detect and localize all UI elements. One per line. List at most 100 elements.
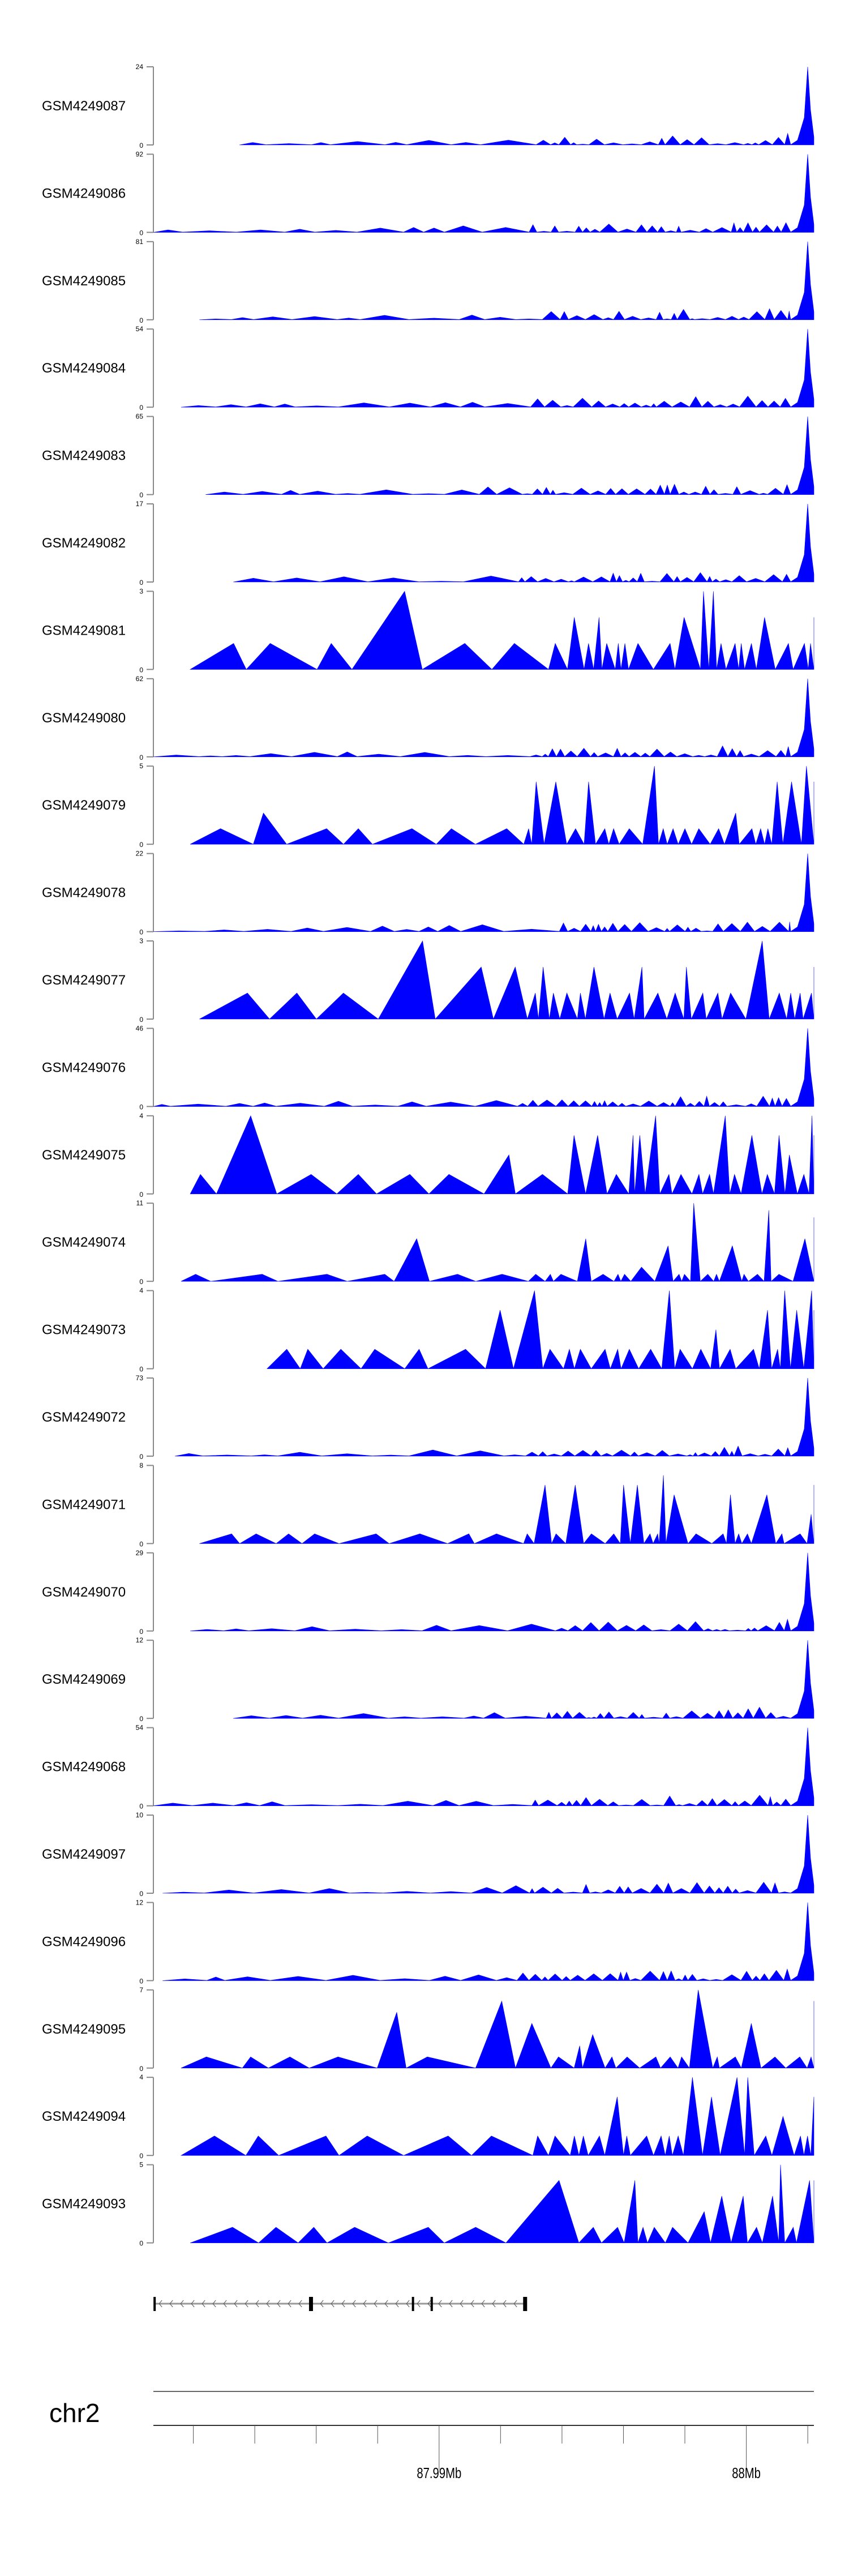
y-tick-label-max: 5	[139, 762, 143, 770]
strand-arrow-icon	[427, 2300, 431, 2308]
strand-arrow-icon	[320, 2300, 324, 2308]
y-tick-label-min: 0	[139, 1628, 143, 1636]
strand-arrow-icon	[406, 2300, 410, 2308]
y-tick-label-max: 4	[139, 1112, 143, 1120]
y-tick-label-max: 54	[136, 325, 144, 333]
signal-area-GSM4249072	[174, 1377, 814, 1457]
strand-arrow-icon	[352, 2300, 356, 2308]
y-tick-label-max: 4	[139, 1287, 143, 1295]
signal-area-GSM4249095	[181, 1989, 814, 2069]
y-tick-label-min: 0	[139, 1103, 143, 1111]
genome-axis-label: 88Mb	[732, 2465, 761, 2481]
y-tick-label-max: 5	[139, 2161, 143, 2169]
strand-arrow-icon	[169, 2300, 173, 2308]
signal-area-GSM4249096	[162, 1902, 814, 1981]
strand-arrow-icon	[180, 2300, 184, 2308]
y-tick-label-min: 0	[139, 1453, 143, 1461]
y-tick-label-min: 0	[139, 404, 143, 412]
track-label: GSM4249082	[42, 536, 126, 551]
track-label: GSM4249069	[42, 1672, 126, 1687]
signal-area-GSM4249086	[153, 154, 814, 233]
y-tick-label-min: 0	[139, 1890, 143, 1898]
y-tick-label-min: 0	[139, 928, 143, 936]
y-tick-label-min: 0	[139, 1016, 143, 1024]
strand-arrow-icon	[255, 2300, 259, 2308]
y-tick-label-max: 24	[136, 63, 144, 71]
y-tick-label-min: 0	[139, 841, 143, 849]
y-tick-label-max: 29	[136, 1549, 144, 1557]
track-label: GSM4249086	[42, 186, 126, 201]
track-label: GSM4249075	[42, 1148, 126, 1163]
track-label: GSM4249070	[42, 1585, 126, 1600]
track-label: GSM4249079	[42, 798, 126, 813]
y-tick-label-max: 12	[136, 1636, 144, 1644]
track-label: GSM4249081	[42, 623, 126, 638]
signal-area-GSM4249076	[153, 1028, 814, 1107]
y-tick-label-max: 8	[139, 1461, 143, 1469]
strand-arrow-icon	[266, 2300, 270, 2308]
track-label: GSM4249080	[42, 711, 126, 726]
y-tick-label-max: 3	[139, 937, 143, 945]
y-tick-label-min: 0	[139, 1977, 143, 1985]
track-label: GSM4249076	[42, 1060, 126, 1075]
gene-exon	[523, 2297, 528, 2311]
y-tick-label-min: 0	[139, 1191, 143, 1199]
y-tick-label-max: 73	[136, 1374, 144, 1382]
strand-arrow-icon	[234, 2300, 238, 2308]
genome-axis-label: 87.99Mb	[417, 2465, 461, 2481]
y-tick-label-min: 0	[139, 2152, 143, 2160]
y-tick-label-max: 54	[136, 1724, 144, 1732]
y-tick-label-min: 0	[139, 229, 143, 237]
strand-arrow-icon	[277, 2300, 281, 2308]
y-tick-label-min: 0	[139, 754, 143, 761]
y-tick-label-max: 62	[136, 675, 144, 683]
strand-arrow-icon	[341, 2300, 345, 2308]
gene-exon	[430, 2297, 433, 2311]
track-label: GSM4249071	[42, 1497, 126, 1512]
signal-area-GSM4249097	[162, 1815, 814, 1894]
track-label: GSM4249083	[42, 448, 126, 464]
signal-area-GSM4249087	[239, 66, 814, 146]
strand-arrow-icon	[158, 2300, 162, 2308]
track-label: GSM4249093	[42, 2197, 126, 2212]
track-label: GSM4249084	[42, 361, 126, 376]
y-tick-label-min: 0	[139, 142, 143, 149]
track-label: GSM4249096	[42, 1934, 126, 1949]
signal-area-GSM4249074	[181, 1203, 814, 1282]
signal-area-GSM4249093	[190, 2164, 814, 2244]
strand-arrow-icon	[288, 2300, 291, 2308]
strand-arrow-icon	[438, 2300, 442, 2308]
strand-arrow-icon	[331, 2300, 335, 2308]
y-tick-label-max: 17	[136, 500, 144, 508]
strand-arrow-icon	[223, 2300, 227, 2308]
y-tick-label-min: 0	[139, 2065, 143, 2073]
strand-arrow-icon	[384, 2300, 388, 2308]
gene-exon	[411, 2297, 414, 2311]
signal-area-GSM4249069	[233, 1640, 814, 1719]
track-label: GSM4249074	[42, 1235, 126, 1250]
track-label: GSM4249073	[42, 1323, 126, 1338]
y-tick-label-max: 3	[139, 587, 143, 595]
y-tick-label-max: 10	[136, 1811, 144, 1819]
chromosome-label: chr2	[49, 2398, 100, 2428]
y-tick-label-min: 0	[139, 2240, 143, 2248]
y-tick-label-min: 0	[139, 1540, 143, 1548]
y-tick-label-min: 0	[139, 1366, 143, 1373]
strand-arrow-icon	[245, 2300, 248, 2308]
strand-arrow-icon	[460, 2300, 464, 2308]
signal-area-GSM4249070	[190, 1552, 814, 1632]
y-tick-label-min: 0	[139, 1715, 143, 1723]
y-tick-label-min: 0	[139, 1803, 143, 1811]
strand-arrow-icon	[449, 2300, 453, 2308]
strand-arrow-icon	[470, 2300, 474, 2308]
y-tick-label-min: 0	[139, 316, 143, 324]
track-label: GSM4249085	[42, 273, 126, 289]
signal-area-GSM4249078	[153, 853, 814, 932]
strand-arrow-icon	[201, 2300, 205, 2308]
y-tick-label-min: 0	[139, 1278, 143, 1286]
track-label: GSM4249087	[42, 99, 126, 114]
strand-arrow-icon	[395, 2300, 399, 2308]
track-label: GSM4249094	[42, 2109, 126, 2124]
track-label: GSM4249097	[42, 1847, 126, 1862]
